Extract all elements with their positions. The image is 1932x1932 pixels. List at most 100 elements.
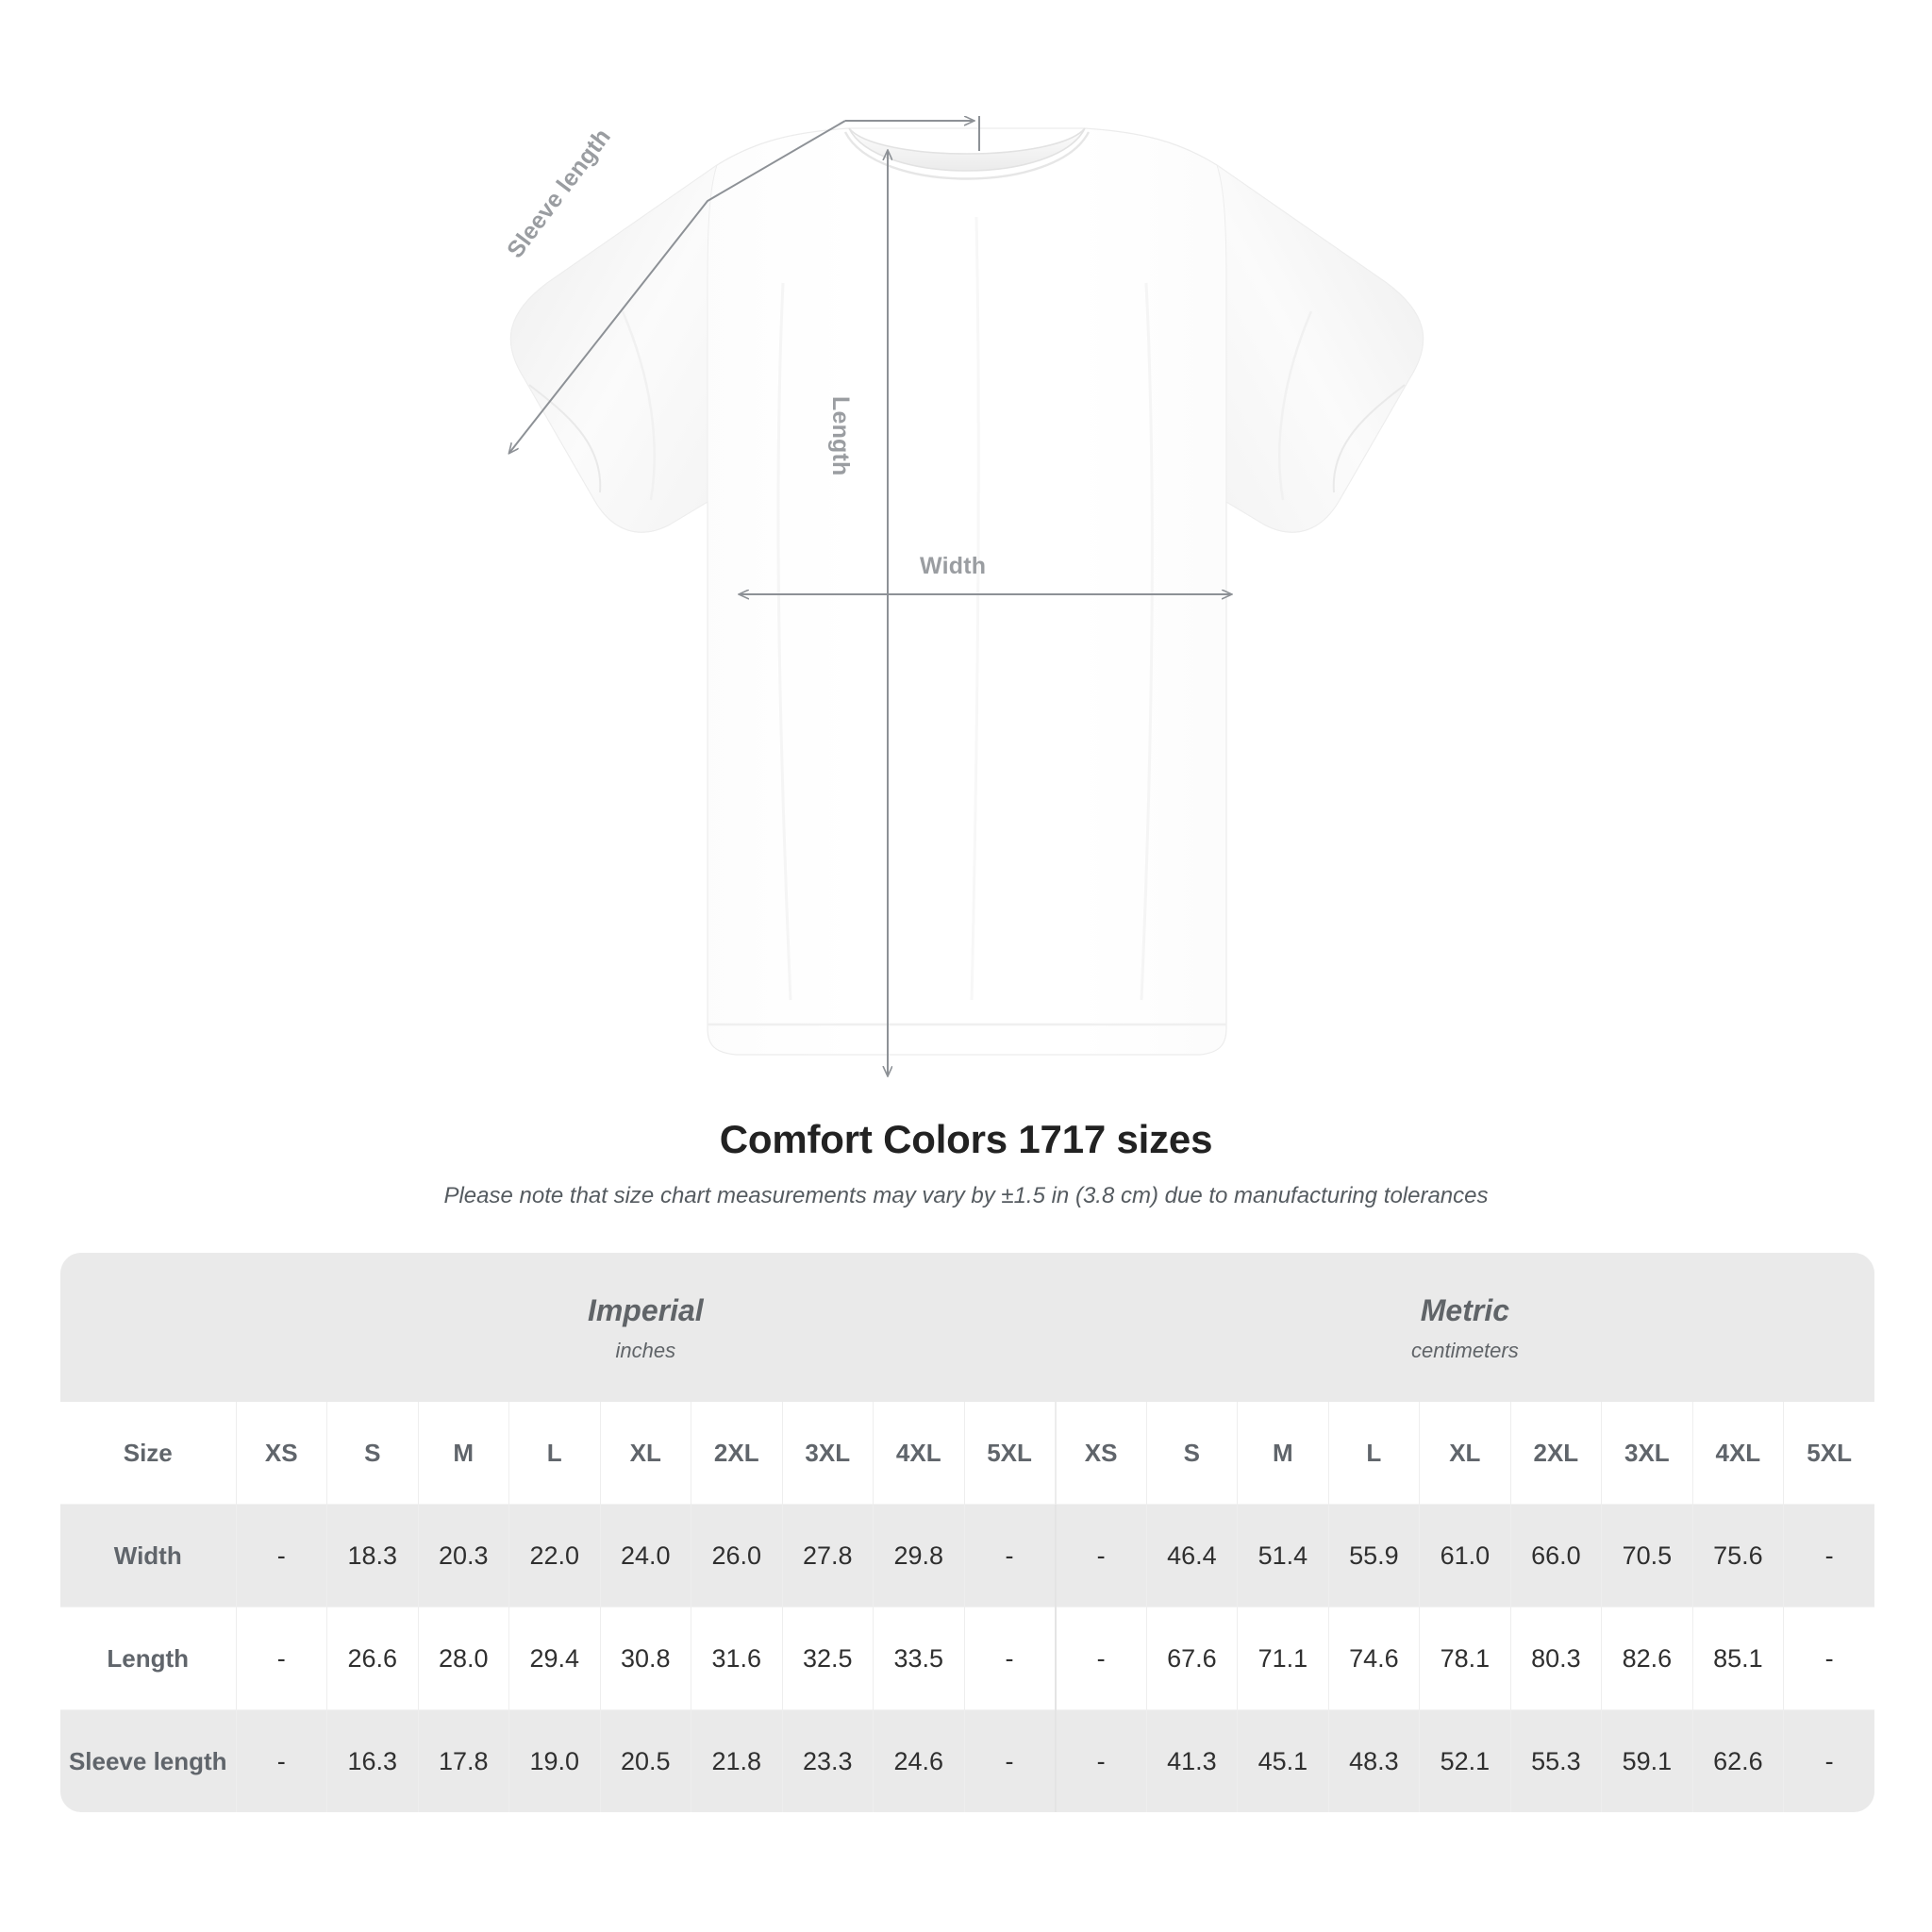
unit-system-name: Metric [1420,1293,1510,1327]
cell-width-metric-xs: - [1054,1504,1147,1607]
size-header-imperial-3xl: 3XL [781,1402,874,1505]
cell-length-metric-l: 74.6 [1327,1607,1420,1710]
table-row: Width -18.3 20.3 22.0 24.0 26.0 27.8 29.8- -46.4… [60,1504,1875,1607]
cell-length-imperial-s: 26.6 [326,1607,418,1710]
cell-length-imperial-m: 28.0 [417,1607,509,1710]
cell-length-imperial-3xl: 32.5 [781,1607,874,1710]
size-header-metric-2xl: 2XL [1509,1402,1602,1505]
table-row: Length -26.6 28.0 29.4 30.8 31.6 32.5 33.5- -67.… [60,1607,1875,1710]
cell-length-metric-xs: - [1054,1607,1147,1710]
cell-length-imperial-5xl: - [963,1607,1056,1710]
cell-width-metric-l: 55.9 [1327,1504,1420,1607]
sleeve-measure-line [509,120,846,453]
cell-length-imperial-2xl: 31.6 [691,1607,782,1710]
size-header-imperial-s: S [326,1402,418,1505]
cell-sleeve-length-imperial-xs: - [235,1709,327,1812]
cell-sleeve-length-metric-xl: 52.1 [1419,1709,1511,1812]
size-header-imperial-5xl: 5XL [963,1402,1056,1505]
cell-sleeve-length-imperial-s: 16.3 [326,1709,418,1812]
cell-sleeve-length-imperial-m: 17.8 [417,1709,509,1812]
tshirt-left-sleeve [509,163,718,533]
size-header-metric-xl: XL [1419,1402,1511,1505]
cell-length-imperial-xs: - [235,1607,327,1710]
cell-length-metric-xl: 78.1 [1419,1607,1511,1710]
cell-width-metric-xl: 61.0 [1419,1504,1511,1607]
tshirt-right-sleeve [1216,163,1424,533]
cell-length-metric-3xl: 82.6 [1601,1607,1693,1710]
cell-sleeve-length-metric-xs: - [1054,1709,1147,1812]
cell-width-imperial-3xl: 27.8 [781,1504,874,1607]
size-header-metric-xs: XS [1054,1402,1147,1505]
cell-sleeve-length-metric-l: 48.3 [1327,1709,1420,1812]
size-header-imperial-m: M [417,1402,509,1505]
cell-width-imperial-xl: 24.0 [599,1504,691,1607]
row-label-width: Width [60,1504,236,1607]
size-header-metric-l: L [1327,1402,1420,1505]
cell-sleeve-length-metric-m: 45.1 [1237,1709,1329,1812]
size-header-metric-m: M [1237,1402,1329,1505]
cell-width-metric-s: 46.4 [1145,1504,1238,1607]
size-header-metric-s: S [1145,1402,1238,1505]
tshirt-illustration [0,116,1424,1113]
cell-sleeve-length-imperial-l: 19.0 [508,1709,600,1812]
cell-length-imperial-4xl: 33.5 [873,1607,964,1710]
cell-sleeve-length-imperial-5xl: - [963,1709,1056,1812]
cell-sleeve-length-metric-2xl: 55.3 [1509,1709,1602,1812]
size-header-metric-4xl: 4XL [1691,1402,1784,1505]
cell-width-metric-2xl: 66.0 [1509,1504,1602,1607]
cell-length-imperial-xl: 30.8 [599,1607,691,1710]
cell-sleeve-length-metric-s: 41.3 [1145,1709,1238,1812]
row-label-length: Length [60,1607,236,1710]
chart-heading: Comfort Colors 1717 sizes Please note th… [0,1113,1932,1209]
unit-measure-name: centimeters [1411,1339,1519,1362]
cell-length-metric-2xl: 80.3 [1509,1607,1602,1710]
size-header-row: Size XS S M L XL 2XL 3XL 4XL 5XL XS S M L XL 2XL 3XL 4XL 5… [60,1402,1875,1505]
unit-row-spacer [60,1253,236,1402]
tolerance-note: Please note that size chart measurements… [443,1183,1489,1208]
length-label: Length [827,396,854,476]
cell-width-imperial-4xl: 29.8 [873,1504,964,1607]
cell-width-metric-5xl: - [1783,1504,1875,1607]
unit-system-metric: Metric centimeters [1055,1253,1875,1402]
cell-width-metric-3xl: 70.5 [1601,1504,1693,1607]
cell-sleeve-length-metric-5xl: - [1783,1709,1875,1812]
size-table-container: Imperial inches Metric centimeters Size XS S M L… [0,1209,1932,1812]
cell-sleeve-length-imperial-xl: 20.5 [599,1709,691,1812]
unit-measure-name: inches [615,1339,676,1362]
size-header-imperial-xs: XS [235,1402,327,1505]
cell-length-metric-s: 67.6 [1145,1607,1238,1710]
unit-system-imperial: Imperial inches [236,1253,1056,1402]
size-header-imperial-4xl: 4XL [873,1402,964,1505]
page-title: Comfort Colors 1717 sizes [719,1117,1213,1161]
table-row: Sleeve length -16.3 17.8 19.0 20.5 21.8 23.3 24… [60,1709,1875,1812]
size-header-imperial-2xl: 2XL [691,1402,782,1505]
cell-width-metric-4xl: 75.6 [1691,1504,1784,1607]
cell-width-imperial-m: 20.3 [417,1504,509,1607]
cell-sleeve-length-metric-4xl: 62.6 [1691,1709,1784,1812]
row-label-sleeve-length: Sleeve length [60,1709,236,1812]
unit-system-name: Imperial [587,1293,704,1327]
size-header-imperial-l: L [508,1402,600,1505]
cell-length-metric-5xl: - [1783,1607,1875,1710]
size-header-metric-3xl: 3XL [1601,1402,1693,1505]
size-header-metric-5xl: 5XL [1783,1402,1875,1505]
width-label: Width [920,553,987,579]
cell-width-metric-m: 51.4 [1237,1504,1329,1607]
cell-sleeve-length-imperial-4xl: 24.6 [873,1709,964,1812]
cell-length-metric-m: 71.1 [1237,1607,1329,1710]
unit-system-row: Imperial inches Metric centimeters [60,1253,1875,1402]
cell-sleeve-length-imperial-3xl: 23.3 [781,1709,874,1812]
cell-width-imperial-5xl: - [963,1504,1056,1607]
cell-length-imperial-l: 29.4 [508,1607,600,1710]
size-chart-table: Imperial inches Metric centimeters Size XS S M L… [60,1253,1875,1812]
size-header-imperial-xl: XL [599,1402,691,1505]
cell-width-imperial-2xl: 26.0 [691,1504,782,1607]
cell-width-imperial-xs: - [235,1504,327,1607]
cell-width-imperial-l: 22.0 [508,1504,600,1607]
size-diagram: Width Length Sleeve length [0,116,1424,1113]
tshirt-collar [848,127,1086,172]
tshirt-svg [0,116,1424,1113]
cell-width-imperial-s: 18.3 [326,1504,418,1607]
cell-sleeve-length-imperial-2xl: 21.8 [691,1709,782,1812]
cell-sleeve-length-metric-3xl: 59.1 [1601,1709,1693,1812]
